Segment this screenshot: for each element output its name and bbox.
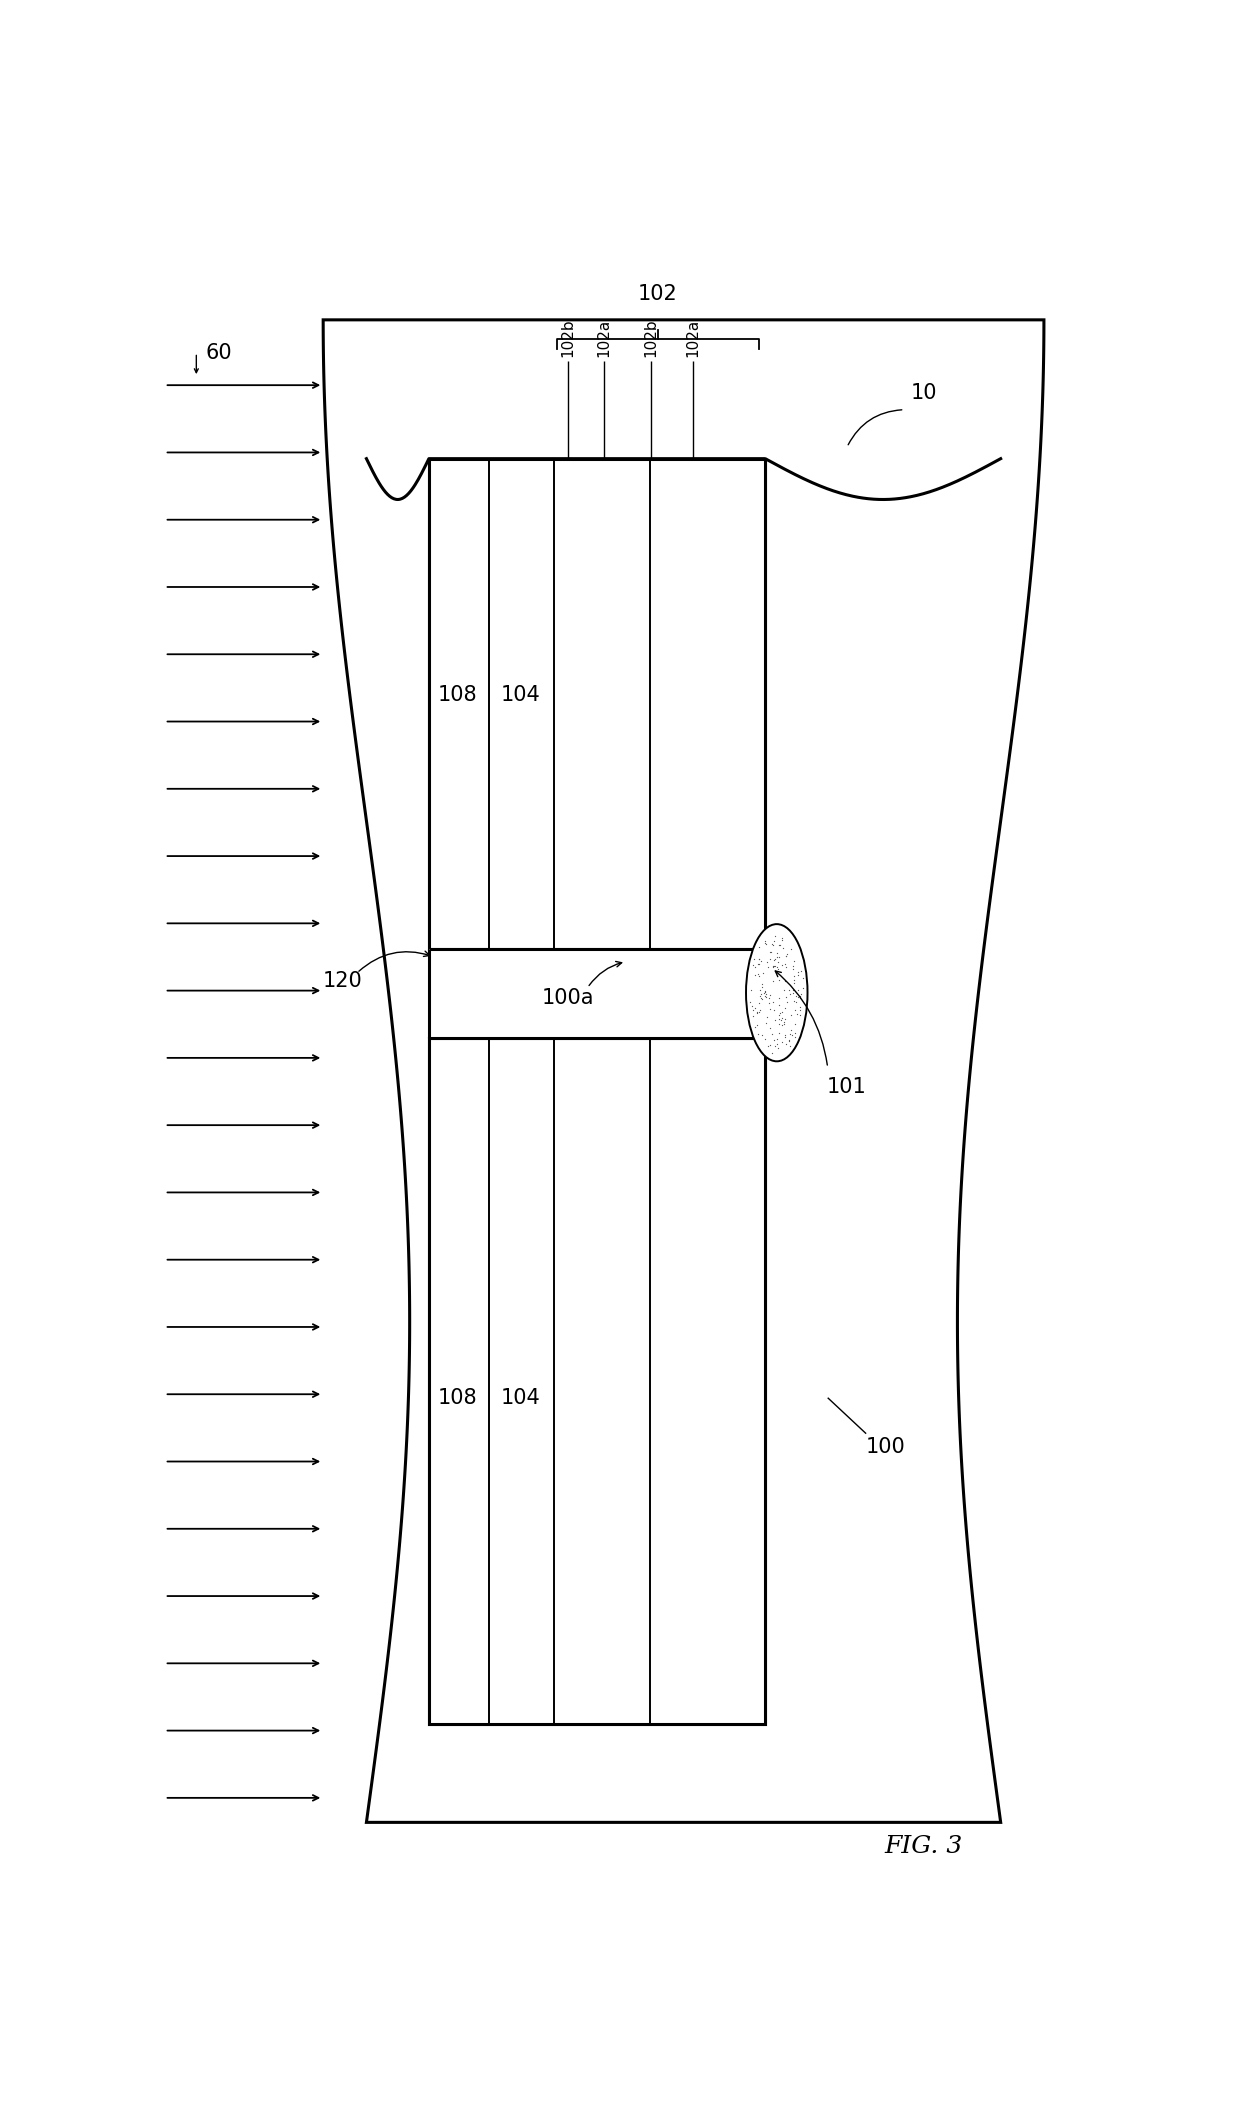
Text: 102b: 102b xyxy=(644,318,658,358)
Bar xyxy=(490,458,554,948)
Text: 120: 120 xyxy=(322,971,362,991)
Bar xyxy=(490,1039,554,1724)
Text: 104: 104 xyxy=(500,1387,541,1408)
Text: 10: 10 xyxy=(910,384,937,403)
Bar xyxy=(429,458,490,948)
Bar xyxy=(650,1039,765,1724)
Bar xyxy=(429,948,765,1039)
Bar xyxy=(429,458,765,948)
Text: 100: 100 xyxy=(866,1436,905,1457)
Text: 60: 60 xyxy=(206,341,233,363)
Polygon shape xyxy=(324,320,1044,1822)
Text: 102a: 102a xyxy=(686,318,701,358)
Bar xyxy=(429,458,765,948)
Bar xyxy=(429,1039,490,1724)
Text: FIG. 3: FIG. 3 xyxy=(884,1835,963,1858)
Bar xyxy=(554,1039,650,1724)
Text: 100a: 100a xyxy=(542,988,594,1007)
Text: 108: 108 xyxy=(438,1387,477,1408)
Text: 102b: 102b xyxy=(560,318,575,358)
Text: 102: 102 xyxy=(637,284,677,303)
Bar xyxy=(429,1039,765,1724)
Ellipse shape xyxy=(746,925,807,1060)
Text: 101: 101 xyxy=(827,1077,867,1097)
Bar xyxy=(650,458,765,948)
Text: 104: 104 xyxy=(500,685,541,706)
Text: 108: 108 xyxy=(438,685,477,706)
Bar xyxy=(429,1039,765,1724)
Bar xyxy=(554,458,650,948)
Text: 102a: 102a xyxy=(596,318,611,358)
